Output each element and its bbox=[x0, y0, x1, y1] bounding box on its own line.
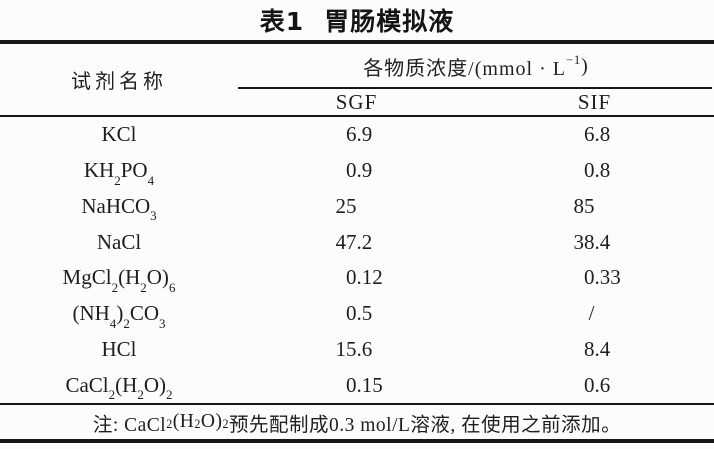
column-header-sgf: SGF bbox=[335, 89, 378, 114]
sgf-value-cell: 47.2 bbox=[335, 229, 373, 254]
sif-value-cell: 85 bbox=[573, 193, 595, 218]
reagent-name-cell: MgCl2(H2O)6 bbox=[62, 265, 176, 295]
table-row: KH2PO4 0.9 0.8 bbox=[0, 153, 714, 189]
sgf-value-cell: 15.6 bbox=[335, 336, 373, 361]
reagent-name-cell: NaCl bbox=[96, 229, 142, 254]
table-row: HCl 15.6 8.4 bbox=[0, 332, 714, 368]
sif-value-cell: 6.8 bbox=[584, 122, 611, 147]
column-header-reagent-name: 试剂名称 bbox=[71, 71, 167, 93]
reagent-name-cell: (NH4)2CO3 bbox=[72, 301, 166, 331]
reagent-name-cell: KCl bbox=[101, 122, 137, 147]
column-group-header-concentration: 各物质浓度/(mmol · L −1) bbox=[363, 53, 589, 80]
sif-value-cell: 38.4 bbox=[573, 229, 611, 254]
reagent-name-cell: KH2PO4 bbox=[83, 158, 155, 188]
reagent-name-cell: NaHCO3 bbox=[81, 193, 157, 224]
top-rule bbox=[0, 40, 714, 44]
reagent-name-cell: CaCl2(H2O)2 bbox=[65, 372, 173, 403]
header-bottom-rule bbox=[0, 115, 714, 117]
sgf-value-cell: 6.9 bbox=[346, 122, 373, 147]
sgf-value-cell: 0.15 bbox=[346, 372, 383, 397]
bottom-rule bbox=[0, 439, 714, 443]
table-title-text: 胃肠模拟液 bbox=[324, 7, 455, 36]
sif-value-cell: 8.4 bbox=[584, 336, 611, 361]
table-row: NaCl 47.2 38.4 bbox=[0, 224, 714, 260]
sgf-value-cell: 0.9 bbox=[346, 158, 373, 183]
table-row: CaCl2(H2O)2 0.15 0.6 bbox=[0, 367, 714, 403]
sgf-value-cell: 0.12 bbox=[346, 265, 383, 290]
sif-value-cell: 0.6 bbox=[584, 372, 611, 397]
table-footnote: 注: CaCl 2 (H 2 O) 2 预先配制成0.3 mol/L溶液, 在使用之前添加。 bbox=[92, 411, 622, 436]
table-title: 表1 胃肠模拟液 bbox=[0, 3, 714, 37]
subheader-rule bbox=[238, 87, 712, 89]
sif-value-cell: 0.8 bbox=[584, 158, 611, 183]
note-top-rule bbox=[0, 403, 714, 405]
reagent-name-cell: HCl bbox=[101, 336, 137, 361]
table-row: (NH4)2CO3 0.5 / bbox=[0, 296, 714, 332]
sif-value-cell: 0.33 bbox=[584, 265, 621, 290]
table-body: KCl 6.9 6.8 KH2PO4 0.9 0.8 NaHCO3 25 85 … bbox=[0, 117, 714, 403]
column-header-sif: SIF bbox=[577, 89, 612, 114]
table-row: MgCl2(H2O)6 0.12 0.33 bbox=[0, 260, 714, 296]
table-row: NaHCO3 25 85 bbox=[0, 189, 714, 225]
table-row: KCl 6.9 6.8 bbox=[0, 117, 714, 153]
sgf-value-cell: 25 bbox=[335, 193, 357, 218]
sif-value-cell: / bbox=[588, 301, 595, 326]
sgf-value-cell: 0.5 bbox=[346, 301, 373, 326]
table-title-label: 表1 bbox=[259, 7, 305, 36]
